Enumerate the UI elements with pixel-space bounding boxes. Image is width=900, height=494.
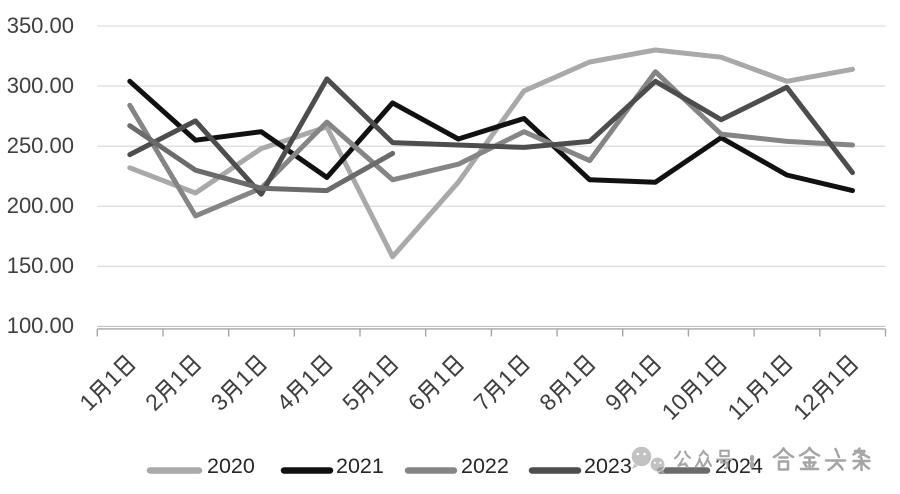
svg-text:2: 2	[140, 388, 167, 415]
svg-text:7: 7	[469, 388, 496, 415]
svg-text:9: 9	[600, 388, 627, 415]
svg-text:1: 1	[74, 388, 101, 415]
svg-text:11: 11	[722, 389, 757, 424]
svg-text:3: 3	[206, 388, 233, 415]
svg-text:4: 4	[271, 388, 299, 416]
svg-text:5: 5	[337, 388, 364, 415]
svg-text:8: 8	[534, 388, 561, 415]
svg-text:6: 6	[403, 388, 430, 415]
